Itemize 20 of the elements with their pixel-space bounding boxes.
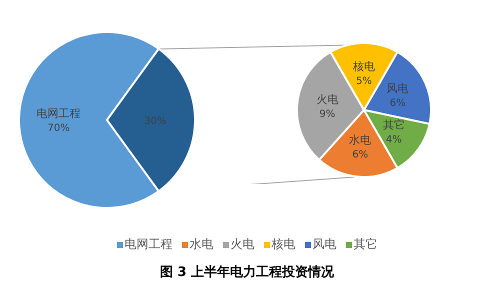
legend-label: 核电 [272, 236, 296, 253]
legend-label: 其它 [354, 236, 378, 253]
data-label: 9% [319, 109, 336, 120]
legend-label: 风电 [312, 236, 336, 253]
slice-label: 风电 [386, 82, 409, 96]
data-label: 6% [352, 150, 368, 161]
slice-label: 火电 [316, 93, 338, 106]
data-label: 70% [47, 123, 70, 134]
data-label: 6% [390, 98, 406, 110]
slice-label: 水电 [349, 134, 372, 147]
legend-label: 火电 [230, 236, 254, 253]
text: 图 3 上半年电力工程投资情况 [158, 264, 336, 281]
data-label: 30% [144, 116, 167, 127]
data-label: 4% [386, 134, 402, 146]
slice-label: 核电 [352, 60, 375, 74]
slice-label: 其它 [382, 118, 405, 132]
legend-label: 电网工程 [124, 236, 172, 253]
slice-label: 电网工程 [36, 107, 81, 120]
data-label: 5% [356, 76, 372, 88]
legend-label: 水电 [190, 236, 214, 253]
